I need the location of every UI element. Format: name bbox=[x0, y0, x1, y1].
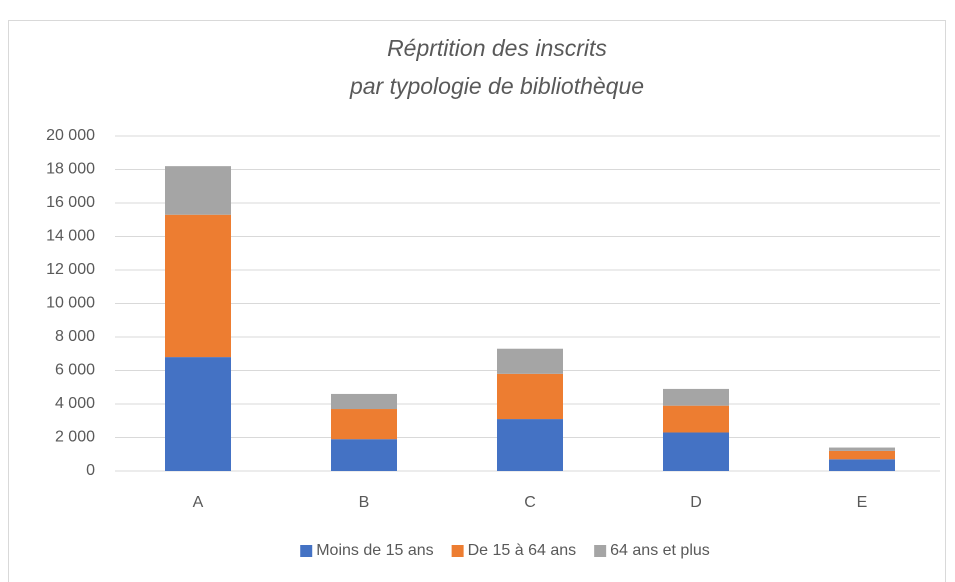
legend-label: De 15 à 64 ans bbox=[468, 542, 577, 559]
bar-segment bbox=[331, 439, 397, 471]
x-tick-label: A bbox=[193, 494, 204, 511]
bar-segment bbox=[331, 393, 397, 410]
legend-swatch bbox=[451, 545, 464, 557]
y-tick-label: 4 000 bbox=[55, 395, 95, 412]
y-tick-label: 18 000 bbox=[46, 161, 95, 178]
bar-segment bbox=[165, 214, 231, 358]
bar-segment bbox=[829, 459, 895, 471]
y-tick-label: 16 000 bbox=[46, 194, 95, 211]
y-tick-label: 6 000 bbox=[55, 362, 95, 379]
legend-swatch bbox=[300, 545, 313, 557]
x-tick-label: D bbox=[690, 494, 702, 511]
bar-segment bbox=[331, 409, 397, 440]
y-tick-label: 12 000 bbox=[46, 261, 95, 278]
chart-border bbox=[8, 20, 946, 582]
legend-label: 64 ans et plus bbox=[610, 542, 710, 559]
bar-segment bbox=[663, 388, 729, 406]
legend-label: Moins de 15 ans bbox=[316, 542, 433, 559]
y-tick-label: 0 bbox=[86, 462, 95, 479]
bar-segment bbox=[663, 432, 729, 471]
bar-segment bbox=[165, 357, 231, 471]
y-tick-label: 20 000 bbox=[46, 127, 95, 144]
chart-title: par typologie de bibliothèque bbox=[349, 73, 644, 99]
bar-segment bbox=[829, 447, 895, 451]
x-tick-label: E bbox=[857, 494, 868, 511]
bar-segment bbox=[663, 405, 729, 433]
y-tick-label: 10 000 bbox=[46, 295, 95, 312]
x-tick-label: C bbox=[524, 494, 536, 511]
x-tick-label: B bbox=[359, 494, 370, 511]
bar-segment bbox=[497, 348, 563, 374]
bar-segment bbox=[497, 373, 563, 420]
y-tick-label: 14 000 bbox=[46, 228, 95, 245]
y-tick-label: 8 000 bbox=[55, 328, 95, 345]
chart-title: Réprtition des inscrits bbox=[387, 35, 607, 61]
bar-segment bbox=[165, 166, 231, 215]
legend-swatch bbox=[594, 545, 607, 557]
bar-segment bbox=[497, 419, 563, 471]
y-tick-label: 2 000 bbox=[55, 429, 95, 446]
bar-segment bbox=[829, 450, 895, 460]
